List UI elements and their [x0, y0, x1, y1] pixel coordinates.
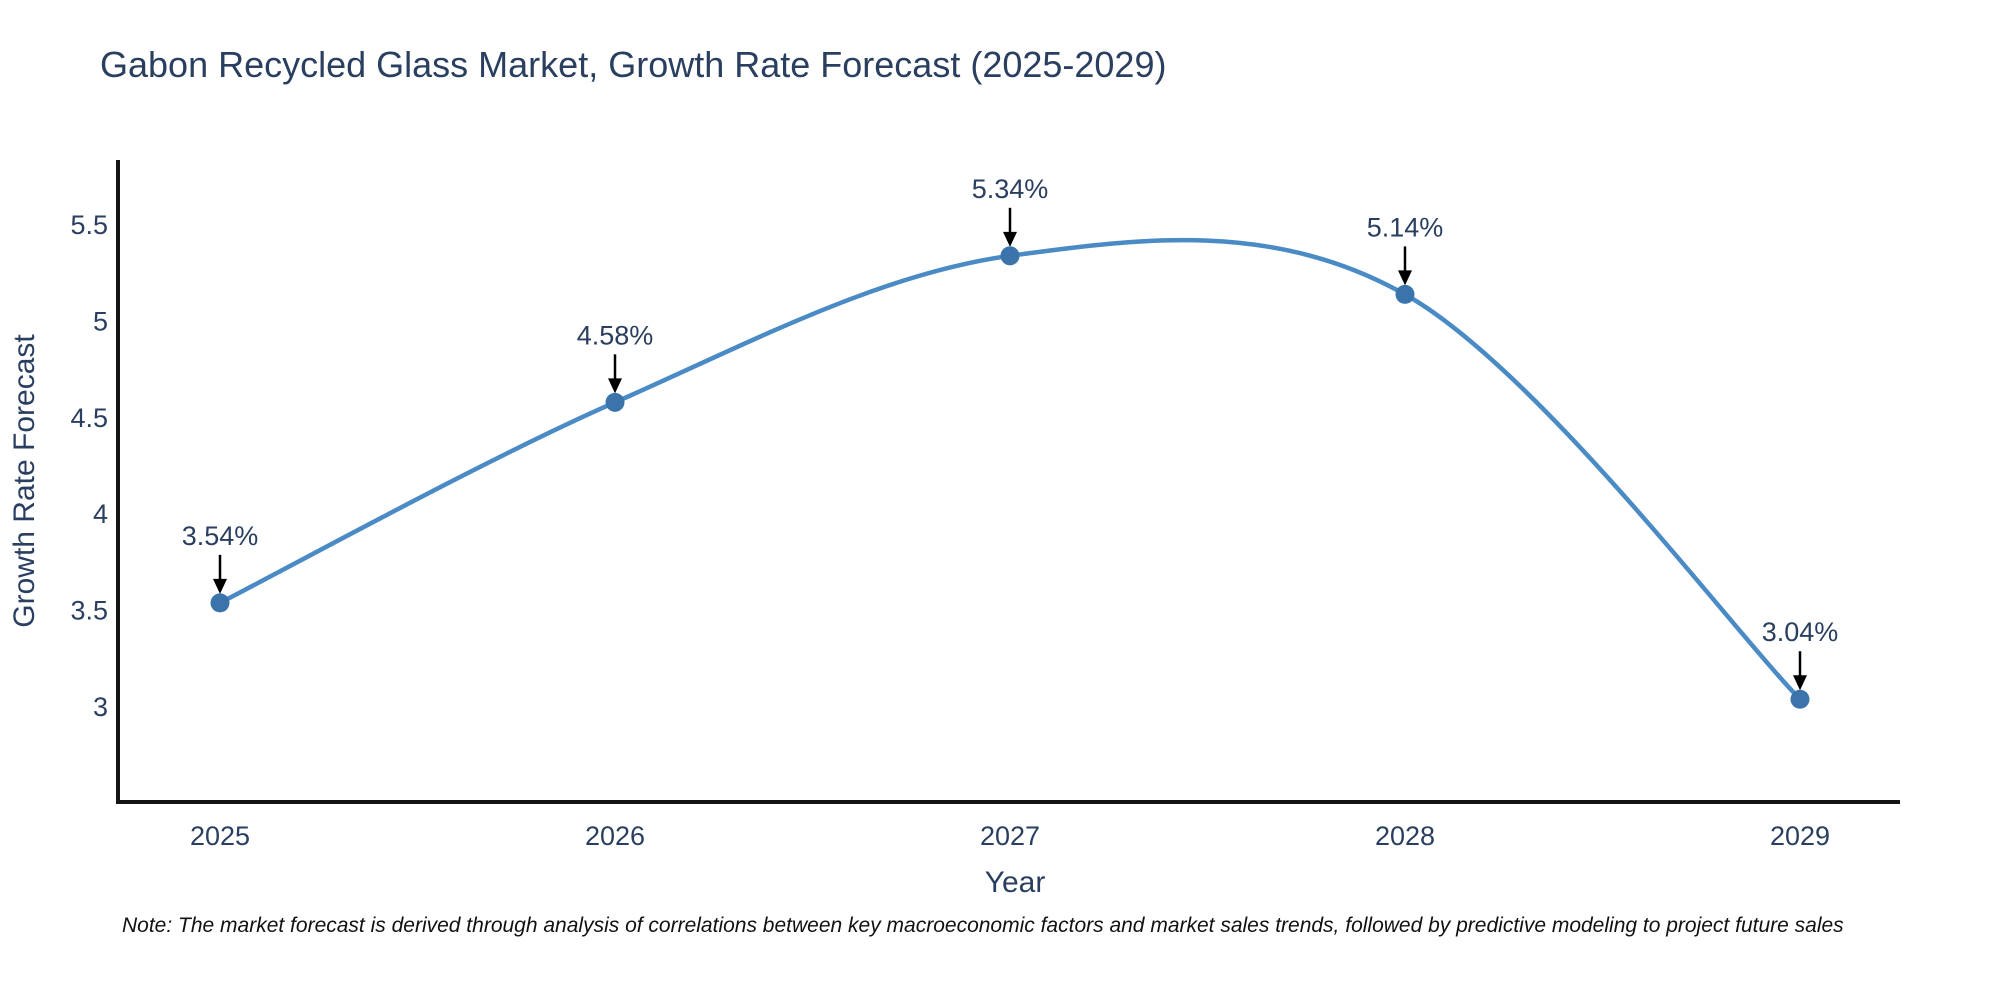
x-tick-label: 2025 — [190, 821, 250, 851]
point-label: 3.54% — [182, 521, 259, 551]
point-label: 4.58% — [577, 320, 654, 350]
y-tick-label: 3 — [93, 692, 108, 722]
y-axis-title: Growth Rate Forecast — [8, 334, 41, 628]
x-tick-label: 2029 — [1770, 821, 1830, 851]
x-tick-label: 2026 — [585, 821, 645, 851]
y-tick-label: 3.5 — [70, 596, 108, 626]
annotation-arrowhead — [1003, 231, 1017, 247]
y-tick-label: 4 — [93, 499, 108, 529]
x-tick-label: 2027 — [980, 821, 1040, 851]
annotation-arrowhead — [608, 378, 622, 394]
annotation-arrowhead — [213, 578, 227, 594]
footnote: Note: The market forecast is derived thr… — [122, 914, 1844, 937]
data-point-2026[interactable] — [605, 392, 625, 412]
y-tick-label: 4.5 — [70, 403, 108, 433]
point-label: 5.34% — [972, 174, 1049, 204]
point-label: 3.04% — [1762, 617, 1839, 647]
data-point-2025[interactable] — [210, 593, 230, 613]
data-point-2029[interactable] — [1790, 689, 1810, 709]
x-tick-label: 2028 — [1375, 821, 1435, 851]
y-tick-label: 5 — [93, 306, 108, 336]
point-label: 5.14% — [1367, 212, 1444, 242]
y-tick-label: 5.5 — [70, 210, 108, 240]
x-axis-title: Year — [985, 866, 1046, 899]
data-point-2028[interactable] — [1395, 284, 1415, 304]
forecast-line — [217, 237, 1803, 702]
annotation-arrowhead — [1793, 675, 1807, 691]
chart-title: Gabon Recycled Glass Market, Growth Rate… — [100, 44, 1167, 85]
data-point-2027[interactable] — [1000, 246, 1020, 266]
annotation-arrowhead — [1398, 270, 1412, 286]
